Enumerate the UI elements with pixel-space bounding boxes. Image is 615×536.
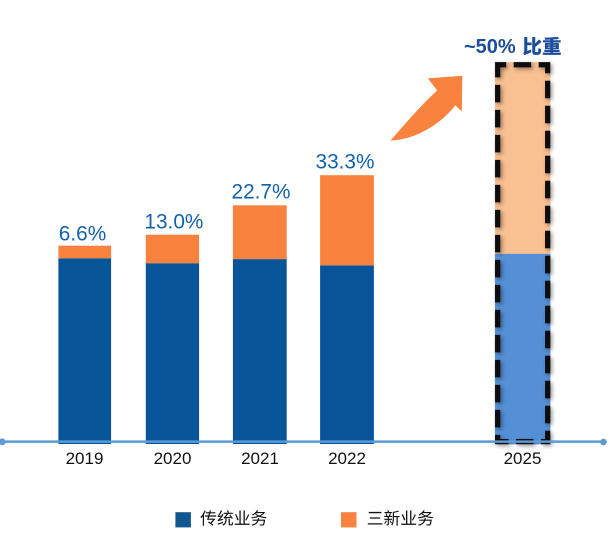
svg-text:33.3%: 33.3% [316,151,375,174]
svg-text:13.0%: 13.0% [144,211,203,234]
svg-text:2022: 2022 [328,449,366,468]
svg-text:6.6%: 6.6% [59,222,106,245]
svg-text:2020: 2020 [154,449,192,468]
svg-text:2021: 2021 [241,449,279,468]
svg-text:2019: 2019 [66,449,104,468]
svg-text:2025: 2025 [504,449,542,468]
svg-text:22.7%: 22.7% [232,181,291,204]
svg-text:~50%: ~50% [464,36,516,58]
